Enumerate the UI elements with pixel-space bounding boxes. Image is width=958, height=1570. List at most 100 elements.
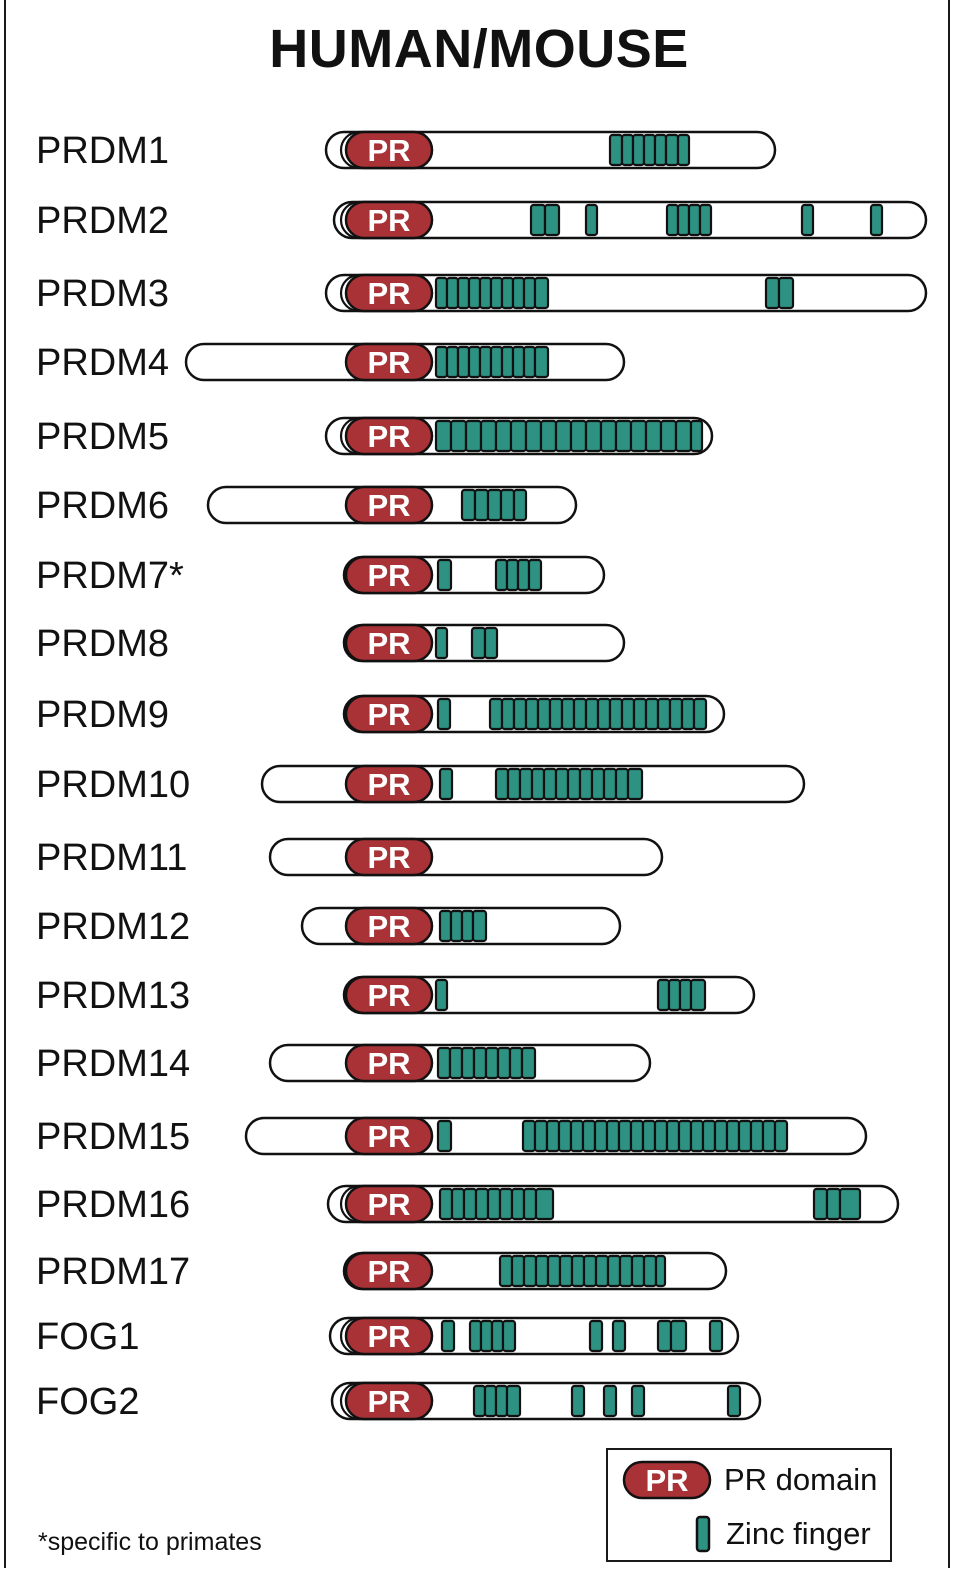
zinc-finger xyxy=(641,1119,657,1153)
zinc-finger xyxy=(584,697,600,731)
pr-domain xyxy=(344,975,434,1015)
protein-row: PRDM7* PR xyxy=(36,555,606,597)
pr-domain xyxy=(344,1043,434,1083)
zinc-finger xyxy=(438,909,453,943)
zinc-finger xyxy=(505,1384,522,1418)
zinc-finger xyxy=(617,1119,633,1153)
zinc-finger xyxy=(494,558,509,592)
pr-domain-label: PR xyxy=(367,1384,410,1419)
zinc-finger xyxy=(456,345,471,379)
zinc-finger xyxy=(608,697,624,731)
zinc-finger xyxy=(606,1254,622,1288)
zinc-finger xyxy=(620,697,636,731)
zinc-finger xyxy=(524,697,540,731)
zinc-finger xyxy=(569,419,588,453)
pr-domain-label: PR xyxy=(367,203,410,238)
zinc-finger xyxy=(664,133,680,167)
zinc-finger xyxy=(749,1119,765,1153)
footnote: *specific to primates xyxy=(38,1528,262,1556)
zinc-finger xyxy=(653,133,668,167)
zinc-finger xyxy=(701,1119,717,1153)
zinc-finger xyxy=(674,419,693,453)
zinc-finger xyxy=(569,1119,585,1153)
protein-bar xyxy=(268,837,664,877)
protein-name: PRDM15 xyxy=(36,1116,190,1158)
zinc-finger xyxy=(611,1319,627,1353)
zinc-finger xyxy=(449,419,468,453)
zinc-finger xyxy=(484,1046,500,1080)
zinc-finger xyxy=(490,1319,505,1353)
zinc-finger xyxy=(570,1384,586,1418)
zinc-finger xyxy=(464,419,483,453)
protein-name: FOG2 xyxy=(36,1381,139,1423)
protein-name: PRDM3 xyxy=(36,273,169,315)
zinc-finger xyxy=(838,1187,862,1221)
zinc-finger xyxy=(659,419,678,453)
zinc-finger xyxy=(436,1046,452,1080)
zinc-finger xyxy=(489,276,504,310)
legend-zinc-finger-icon xyxy=(695,1515,711,1553)
zinc-finger xyxy=(677,1119,693,1153)
protein-row: PRDM3 PR xyxy=(36,273,928,315)
zinc-finger xyxy=(527,558,543,592)
zinc-finger xyxy=(472,1384,487,1418)
protein-row: PRDM17 PR xyxy=(36,1251,728,1293)
zinc-finger xyxy=(689,978,707,1012)
protein-row: PRDM4 PR xyxy=(36,342,626,384)
zinc-finger xyxy=(630,1384,646,1418)
zinc-finger xyxy=(644,697,660,731)
zinc-finger xyxy=(629,1119,645,1153)
zinc-finger xyxy=(516,558,531,592)
protein-name: PRDM11 xyxy=(36,837,187,879)
zinc-finger xyxy=(687,203,702,237)
zinc-finger xyxy=(506,767,522,801)
zinc-finger xyxy=(478,345,493,379)
protein-row: PRDM16 PR xyxy=(36,1184,900,1226)
pr-domain-label: PR xyxy=(367,626,410,661)
pr-domain xyxy=(344,1116,434,1156)
zinc-finger xyxy=(510,1187,526,1221)
zinc-finger xyxy=(654,1254,667,1288)
zinc-finger xyxy=(438,1187,454,1221)
zinc-finger xyxy=(554,767,570,801)
zinc-finger xyxy=(665,203,680,237)
pr-domain-label: PR xyxy=(367,419,410,454)
zinc-finger xyxy=(539,419,558,453)
zinc-finger xyxy=(505,558,520,592)
zinc-finger xyxy=(434,978,449,1012)
zinc-finger xyxy=(486,488,503,522)
pr-domain xyxy=(344,416,434,456)
zinc-finger xyxy=(570,1254,586,1288)
zinc-finger xyxy=(448,1046,464,1080)
zinc-finger xyxy=(512,488,528,522)
pr-domain-label: PR xyxy=(367,1319,410,1354)
protein-bar xyxy=(330,1381,762,1421)
protein-name: PRDM4 xyxy=(36,342,169,384)
zinc-finger xyxy=(689,419,704,453)
zinc-finger xyxy=(460,1046,476,1080)
zinc-finger xyxy=(511,345,526,379)
zinc-finger xyxy=(468,1319,483,1353)
protein-row: PRDM10 PR xyxy=(36,764,806,806)
protein-name: PRDM8 xyxy=(36,623,169,665)
legend-pr-glyph: PR xyxy=(645,1463,688,1498)
zinc-finger xyxy=(498,1254,514,1288)
protein-name: PRDM13 xyxy=(36,975,190,1017)
zinc-finger xyxy=(668,697,684,731)
protein-name: PRDM2 xyxy=(36,200,169,242)
legend-pr-domain-label: PR domain xyxy=(724,1462,878,1497)
zinc-finger xyxy=(533,345,550,379)
zinc-finger xyxy=(520,1046,537,1080)
zinc-finger xyxy=(761,1119,777,1153)
zinc-finger xyxy=(602,767,618,801)
zinc-finger xyxy=(614,767,630,801)
zinc-finger xyxy=(489,345,504,379)
zinc-finger xyxy=(632,697,648,731)
pr-domain-label: PR xyxy=(367,1046,410,1081)
protein-row: PRDM1 PR xyxy=(36,130,777,172)
zinc-finger xyxy=(599,419,618,453)
zinc-finger xyxy=(692,697,708,731)
zinc-finger xyxy=(560,697,576,731)
